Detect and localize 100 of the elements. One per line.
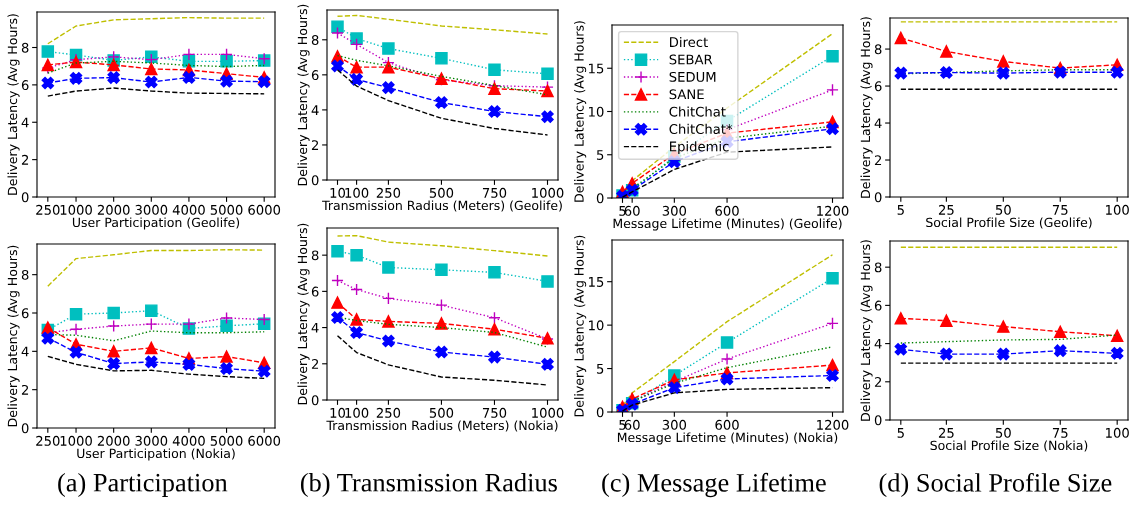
legend-label: SEDUM: [669, 71, 716, 82]
y-tick-label: 0: [21, 192, 29, 203]
y-tick-label: 8: [874, 44, 882, 55]
y-axis-title: Delivery Latency (Avg Hours): [297, 223, 310, 405]
y-tick-label: 10: [589, 106, 604, 117]
x-tick-label: 60: [624, 419, 640, 430]
x-tick-label: 5: [619, 206, 626, 216]
y-tick-label: 0: [311, 395, 319, 406]
x-axis-title: User Participation (Geolife): [72, 217, 240, 230]
y-tick-label: 6: [311, 70, 319, 81]
legend-label: ChitChat: [669, 106, 726, 117]
x-tick-label: 6000: [248, 204, 281, 215]
x-tick-label: 100: [345, 407, 369, 418]
y-axis-title: Delivery Latency (Avg Hours): [574, 235, 587, 417]
y-tick-label: 10: [589, 320, 604, 331]
x-tick-label: 75: [1052, 205, 1068, 215]
x-tick-label: 1000: [60, 435, 92, 446]
y-tick-label: 4: [21, 346, 29, 357]
x-axis-title: Transmission Radius (Meters) (Nokia): [326, 420, 558, 432]
y-tick-label: 8: [311, 250, 319, 261]
y-tick-label: 6: [874, 81, 882, 92]
y-tick-label: 4: [311, 105, 319, 115]
y-tick-label: 0: [21, 423, 29, 434]
text: (d) Social Profile Size: [879, 472, 1112, 498]
x-axis-title: Message Lifetime (Minutes) (Nokia): [617, 432, 838, 445]
x-tick-label: 300: [662, 419, 687, 430]
x-tick-label: 500: [429, 407, 454, 418]
x-tick-label: 750: [482, 187, 507, 198]
y-tick-label: 0: [874, 192, 882, 203]
text: (a) Participation: [58, 473, 228, 497]
y-tick-label: 0: [596, 407, 604, 418]
x-tick-label: 4000: [172, 435, 205, 446]
y-axis-title: Delivery Latency (Avg Hours): [860, 240, 873, 421]
x-tick-label: 1000: [532, 187, 564, 198]
x-tick-label: 60: [624, 205, 640, 216]
x-tick-label: 10: [330, 187, 346, 198]
legend-label: SANE: [669, 89, 704, 100]
y-tick-label: 4: [874, 338, 882, 349]
x-tick-label: 250: [36, 204, 60, 215]
y-axis-title: Delivery Latency (Avg Hours): [7, 14, 20, 195]
x-tick-label: 1200: [817, 419, 849, 430]
y-tick-label: 5: [596, 150, 604, 160]
x-tick-label: 75: [1052, 428, 1068, 438]
y-tick-label: 0: [874, 415, 882, 426]
y-tick-label: 4: [311, 322, 319, 333]
y-tick-label: 5: [596, 363, 604, 374]
y-tick-label: 8: [874, 262, 882, 273]
x-tick-label: 100: [345, 187, 369, 198]
x-tick-label: 250: [36, 435, 60, 446]
x-axis-title: Transmission Radius (Meters) (Geolife): [322, 200, 562, 212]
text: (b) Transmission Radius: [300, 473, 557, 497]
y-tick-label: 2: [21, 154, 29, 165]
x-tick-label: 5: [897, 205, 904, 215]
x-tick-label: 1000: [60, 204, 92, 215]
x-tick-label: 600: [715, 419, 739, 430]
legend-label: Epidemic: [670, 141, 729, 154]
x-tick-label: 250: [376, 187, 401, 198]
x-tick-label: 600: [715, 205, 739, 216]
y-tick-label: 8: [21, 269, 29, 280]
x-tick-label: 25: [938, 204, 954, 215]
y-axis-title: Delivery Latency (Avg Hours): [297, 4, 310, 186]
y-tick-label: 0: [596, 193, 604, 204]
y-tick-label: 15: [589, 63, 604, 74]
y-axis-title: Delivery Latency (Avg Hours): [574, 21, 587, 202]
y-axis-title: Delivery Latency (Avg Hours): [7, 245, 20, 427]
x-tick-label: 3000: [135, 435, 168, 446]
x-tick-label: 100: [1106, 204, 1129, 215]
y-tick-label: 15: [589, 277, 604, 287]
y-tick-label: 6: [874, 300, 882, 311]
x-tick-label: 50: [995, 204, 1011, 215]
x-tick-label: 3000: [135, 204, 168, 215]
x-tick-label: 50: [995, 427, 1011, 438]
x-tick-label: 1000: [532, 407, 564, 418]
x-tick-label: 25: [938, 427, 954, 438]
x-axis-title: Social Profile Size (Nokia): [930, 440, 1088, 452]
x-tick-label: 5: [619, 420, 626, 430]
x-tick-label: 250: [376, 407, 401, 418]
y-tick-label: 2: [21, 384, 29, 395]
y-tick-label: 2: [874, 377, 882, 387]
y-tick-label: 6: [311, 286, 319, 297]
x-tick-label: 1200: [817, 205, 849, 216]
x-tick-label: 10: [330, 407, 346, 418]
x-tick-label: 6000: [248, 435, 281, 446]
x-tick-label: 2000: [97, 204, 130, 215]
y-tick-label: 2: [311, 140, 319, 150]
legend-label: Direct: [670, 36, 708, 48]
x-tick-label: 750: [482, 407, 507, 418]
x-axis-title: Social Profile Size (Geolife): [926, 217, 1092, 229]
legend-label: SEBAR: [669, 54, 713, 65]
y-tick-label: 6: [21, 80, 29, 91]
y-tick-label: 4: [21, 117, 29, 128]
y-axis-title: Delivery Latency (Avg Hours): [860, 17, 873, 198]
y-tick-label: 8: [311, 35, 319, 45]
x-tick-label: 100: [1106, 427, 1129, 438]
x-tick-label: 500: [429, 187, 454, 198]
y-tick-label: 6: [21, 308, 29, 319]
y-tick-label: 4: [874, 118, 882, 129]
y-tick-label: 2: [874, 155, 882, 166]
y-tick-label: 2: [311, 359, 319, 369]
y-tick-label: 0: [311, 175, 319, 186]
